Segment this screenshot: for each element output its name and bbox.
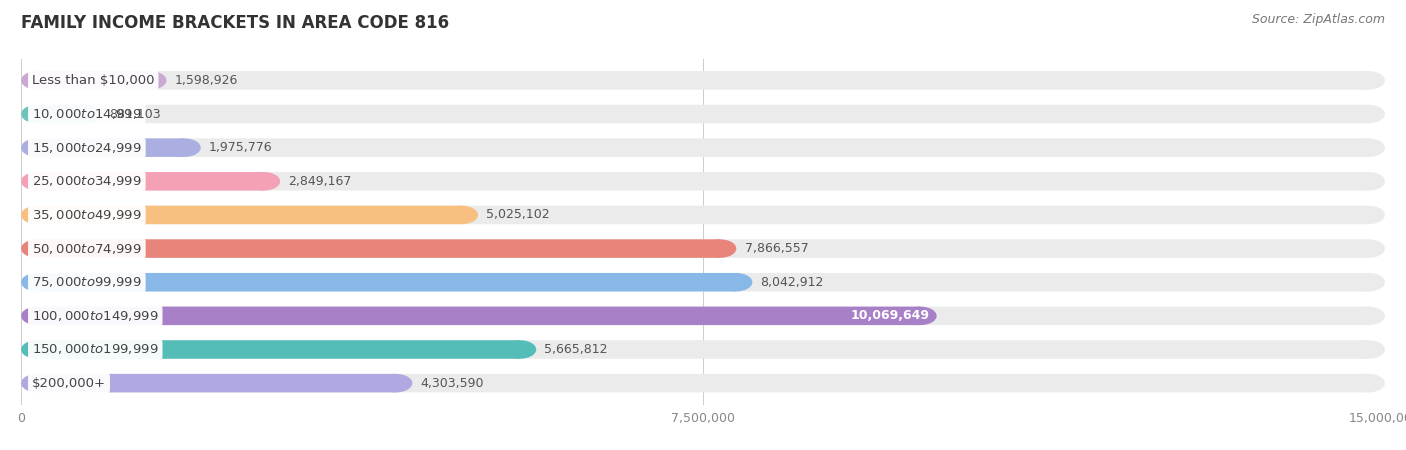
Ellipse shape bbox=[703, 239, 737, 258]
FancyBboxPatch shape bbox=[38, 374, 396, 392]
FancyBboxPatch shape bbox=[38, 105, 1368, 123]
Ellipse shape bbox=[21, 172, 53, 190]
FancyBboxPatch shape bbox=[38, 206, 461, 224]
Text: Source: ZipAtlas.com: Source: ZipAtlas.com bbox=[1251, 14, 1385, 27]
Text: 4,303,590: 4,303,590 bbox=[420, 377, 484, 390]
FancyBboxPatch shape bbox=[38, 273, 1368, 292]
Ellipse shape bbox=[1353, 172, 1385, 190]
FancyBboxPatch shape bbox=[38, 239, 1368, 258]
Text: $35,000 to $49,999: $35,000 to $49,999 bbox=[32, 208, 142, 222]
Text: $25,000 to $34,999: $25,000 to $34,999 bbox=[32, 174, 142, 188]
Ellipse shape bbox=[21, 273, 53, 292]
Text: 10,069,649: 10,069,649 bbox=[851, 309, 929, 322]
Ellipse shape bbox=[1353, 71, 1385, 90]
Ellipse shape bbox=[1353, 273, 1385, 292]
FancyBboxPatch shape bbox=[38, 71, 150, 90]
Ellipse shape bbox=[21, 139, 53, 157]
FancyBboxPatch shape bbox=[38, 340, 1368, 359]
Text: 5,665,812: 5,665,812 bbox=[544, 343, 607, 356]
FancyBboxPatch shape bbox=[38, 340, 520, 359]
Text: $75,000 to $99,999: $75,000 to $99,999 bbox=[32, 275, 142, 289]
Text: $50,000 to $74,999: $50,000 to $74,999 bbox=[32, 242, 142, 256]
Text: FAMILY INCOME BRACKETS IN AREA CODE 816: FAMILY INCOME BRACKETS IN AREA CODE 816 bbox=[21, 14, 449, 32]
Ellipse shape bbox=[446, 206, 478, 224]
Ellipse shape bbox=[1353, 139, 1385, 157]
Ellipse shape bbox=[21, 374, 53, 392]
FancyBboxPatch shape bbox=[38, 306, 921, 325]
FancyBboxPatch shape bbox=[38, 105, 84, 123]
Text: Less than $10,000: Less than $10,000 bbox=[32, 74, 155, 87]
Text: $150,000 to $199,999: $150,000 to $199,999 bbox=[32, 342, 159, 356]
Text: 5,025,102: 5,025,102 bbox=[486, 208, 550, 221]
Ellipse shape bbox=[21, 105, 53, 123]
Ellipse shape bbox=[247, 172, 280, 190]
Ellipse shape bbox=[21, 306, 53, 325]
Ellipse shape bbox=[1353, 239, 1385, 258]
Ellipse shape bbox=[21, 172, 53, 190]
Ellipse shape bbox=[503, 340, 536, 359]
Ellipse shape bbox=[21, 306, 53, 325]
Ellipse shape bbox=[21, 273, 53, 292]
Ellipse shape bbox=[167, 139, 201, 157]
Ellipse shape bbox=[1353, 374, 1385, 392]
Ellipse shape bbox=[21, 105, 53, 123]
Ellipse shape bbox=[21, 139, 53, 157]
Ellipse shape bbox=[134, 71, 166, 90]
FancyBboxPatch shape bbox=[38, 206, 1368, 224]
FancyBboxPatch shape bbox=[38, 172, 264, 190]
Text: 881,103: 881,103 bbox=[110, 108, 162, 121]
Ellipse shape bbox=[21, 374, 53, 392]
Text: 7,866,557: 7,866,557 bbox=[745, 242, 808, 255]
Ellipse shape bbox=[21, 206, 53, 224]
FancyBboxPatch shape bbox=[38, 71, 1368, 90]
Ellipse shape bbox=[21, 239, 53, 258]
FancyBboxPatch shape bbox=[38, 306, 1368, 325]
Ellipse shape bbox=[1353, 206, 1385, 224]
Ellipse shape bbox=[21, 340, 53, 359]
Text: 8,042,912: 8,042,912 bbox=[761, 276, 824, 289]
Ellipse shape bbox=[1353, 340, 1385, 359]
Ellipse shape bbox=[21, 340, 53, 359]
FancyBboxPatch shape bbox=[38, 139, 184, 157]
Text: 2,849,167: 2,849,167 bbox=[288, 175, 352, 188]
FancyBboxPatch shape bbox=[38, 139, 1368, 157]
Text: $15,000 to $24,999: $15,000 to $24,999 bbox=[32, 141, 142, 155]
Text: 1,598,926: 1,598,926 bbox=[174, 74, 238, 87]
Text: $200,000+: $200,000+ bbox=[32, 377, 105, 390]
Ellipse shape bbox=[21, 206, 53, 224]
Ellipse shape bbox=[1353, 306, 1385, 325]
Ellipse shape bbox=[21, 239, 53, 258]
FancyBboxPatch shape bbox=[38, 239, 720, 258]
FancyBboxPatch shape bbox=[38, 273, 735, 292]
Ellipse shape bbox=[69, 105, 101, 123]
FancyBboxPatch shape bbox=[38, 172, 1368, 190]
Ellipse shape bbox=[380, 374, 412, 392]
FancyBboxPatch shape bbox=[38, 374, 1368, 392]
Ellipse shape bbox=[21, 71, 53, 90]
Ellipse shape bbox=[904, 306, 936, 325]
Text: $100,000 to $149,999: $100,000 to $149,999 bbox=[32, 309, 159, 323]
Ellipse shape bbox=[720, 273, 752, 292]
Text: 1,975,776: 1,975,776 bbox=[209, 141, 273, 154]
Text: $10,000 to $14,999: $10,000 to $14,999 bbox=[32, 107, 142, 121]
Ellipse shape bbox=[1353, 105, 1385, 123]
Ellipse shape bbox=[21, 71, 53, 90]
